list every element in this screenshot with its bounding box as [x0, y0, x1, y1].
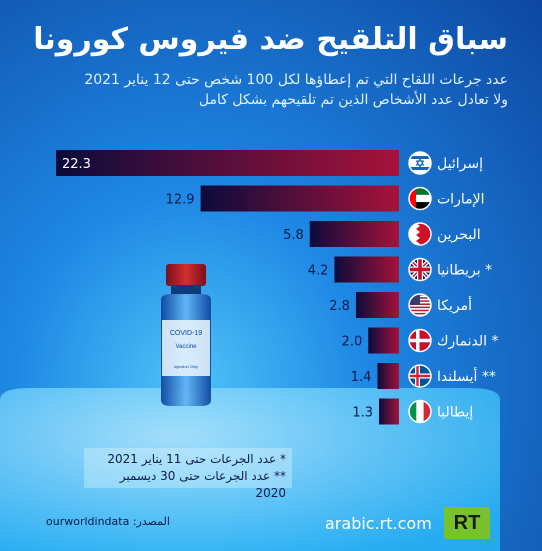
chart-subtitle: عدد جرعات اللقاح التي تم إعطاؤها لكل 100… [28, 70, 508, 110]
bahrain-flag-icon [409, 223, 431, 245]
bar-value-label: 4.2 [308, 264, 329, 279]
bar-value-label: 12.9 [166, 193, 195, 208]
vial-name: Vaccine [176, 344, 198, 350]
bar-row: 1.3 إيطاليا [352, 398, 473, 425]
category-label: * الدنمارك [437, 334, 499, 350]
website-link[interactable]: arabic.rt.com [325, 514, 432, 533]
bar-row: 4.2 * بريطانيا [308, 256, 492, 283]
vial-brand: COVID-19 [170, 330, 202, 337]
vaccine-vial-illustration: COVID-19 Vaccine Injection Only [161, 264, 211, 406]
israel-flag-icon [409, 152, 431, 174]
bar-row: 2.0 * الدنمارك [342, 327, 499, 354]
iceland-flag-icon [409, 365, 431, 387]
bar [334, 256, 399, 283]
uae-flag-icon [409, 187, 431, 210]
subtitle-line-2: ولا تعادل عدد الأشخاص الذين تم تلقيحهم ب… [198, 92, 508, 108]
bar-row: 1.4 ** أيسلندا [351, 363, 496, 389]
bar [368, 327, 399, 354]
bar [377, 363, 399, 389]
denmark-flag-icon [409, 329, 431, 352]
footnote-1: * عدد الجرعات حتى 11 يناير 2021 [107, 452, 286, 466]
category-label: إسرائيل [437, 156, 483, 172]
bar-value-label: 1.4 [351, 370, 372, 385]
subtitle-line-1: عدد جرعات اللقاح التي تم إعطاؤها لكل 100… [84, 72, 508, 88]
bar-value-label: 1.3 [352, 406, 373, 421]
bar-value-label: 22.3 [62, 157, 91, 172]
bar [309, 221, 399, 247]
bar-value-label: 2.0 [342, 335, 363, 350]
italy-flag-icon [409, 400, 431, 423]
category-label: الإمارات [437, 192, 484, 208]
bar-row: 5.8 البحرين [283, 221, 481, 247]
rt-logo: RT [444, 507, 490, 539]
bar [355, 292, 399, 318]
category-label: إيطاليا [437, 405, 473, 421]
bar-value-label: 5.8 [283, 228, 304, 243]
footnotes: * عدد الجرعات حتى 11 يناير 2021 ** عدد ا… [84, 448, 292, 500]
source-credit: المصدر: ourworldindata [46, 515, 170, 528]
bar-row: 2.8 أمريكا [329, 292, 472, 318]
category-label: البحرين [437, 227, 481, 243]
category-label: أمريكا [437, 296, 472, 314]
bar-value-label: 2.8 [329, 299, 350, 314]
bar [379, 398, 399, 425]
bar-row: 22.3 إسرائيل [56, 150, 483, 176]
usa-flag-icon [409, 294, 431, 316]
bar [56, 150, 399, 176]
category-label: * بريطانيا [437, 263, 492, 279]
bar-row: 12.9 الإمارات [166, 185, 484, 212]
footnote-2: ** عدد الجرعات حتى 30 ديسمبر 2020 [119, 469, 286, 500]
vial-note: Injection Only [174, 364, 198, 369]
bar [200, 185, 399, 212]
category-label: ** أيسلندا [437, 367, 496, 385]
pedestal [0, 388, 500, 551]
chart-title: سباق التلقيح ضد فيروس كورونا [33, 22, 508, 57]
